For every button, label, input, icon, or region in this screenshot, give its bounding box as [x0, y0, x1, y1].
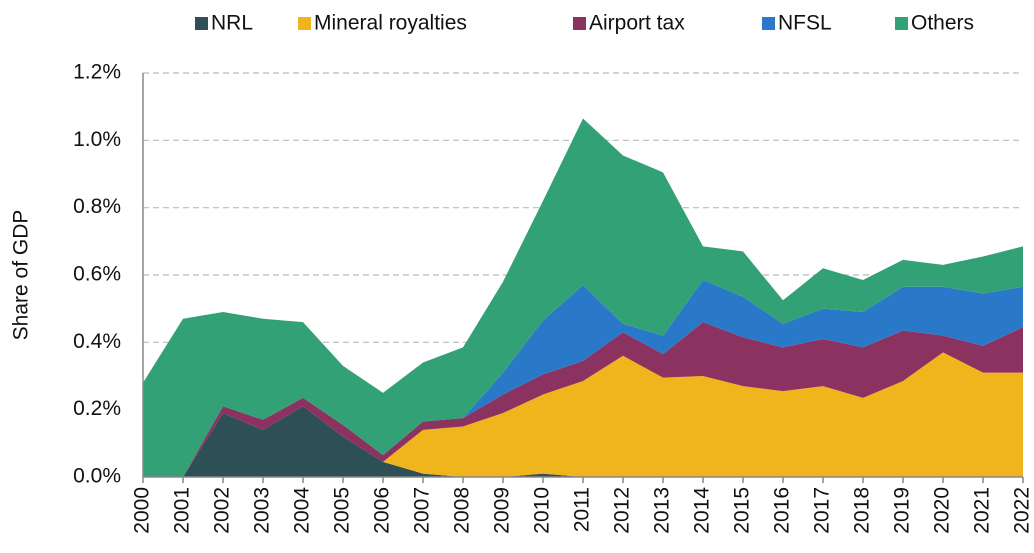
y-tick-label: 0.2% — [73, 397, 121, 420]
legend-label: Airport tax — [589, 12, 685, 35]
x-tick-label: 2005 — [331, 487, 354, 534]
x-tick-label: 2020 — [931, 487, 954, 534]
legend-label: NRL — [211, 12, 253, 35]
y-axis-label: Share of GDP — [10, 210, 33, 341]
x-tick-label: 2009 — [491, 487, 514, 534]
area — [143, 406, 1023, 477]
x-tick-label: 2014 — [691, 487, 714, 534]
x-tick-label: 2007 — [411, 487, 434, 534]
legend-swatch — [195, 17, 208, 30]
legend-label: Mineral royalties — [314, 12, 467, 35]
x-tick-label: 2006 — [371, 487, 394, 534]
y-tick-label: 0.4% — [73, 330, 121, 353]
x-tick-label: 2019 — [891, 487, 914, 534]
x-tick-label: 2018 — [851, 487, 874, 534]
x-tick-label: 2001 — [171, 487, 194, 534]
x-tick-label: 2002 — [211, 487, 234, 534]
x-tick-label: 2008 — [451, 487, 474, 534]
legend-label: Others — [911, 12, 974, 35]
x-tick-label: 2015 — [731, 487, 754, 534]
x-tick-label: 2017 — [811, 487, 834, 534]
x-tick-label: 2003 — [251, 487, 274, 534]
legend-label: NFSL — [778, 12, 832, 35]
legend-swatch — [298, 17, 311, 30]
x-tick-label: 2000 — [131, 487, 154, 534]
area — [143, 352, 1023, 477]
x-tick-label: 2010 — [531, 487, 554, 534]
legend-swatch — [573, 17, 586, 30]
x-tick-label: 2016 — [771, 487, 794, 534]
x-tick-label: 2004 — [291, 487, 314, 534]
x-tick-label: 2012 — [611, 487, 634, 534]
legend-swatch — [895, 17, 908, 30]
y-tick-label: 0.0% — [73, 465, 121, 488]
area — [143, 118, 1023, 477]
y-tick-label: 0.6% — [73, 263, 121, 286]
legend-swatch — [762, 17, 775, 30]
x-tick-label: 2011 — [571, 487, 594, 532]
y-tick-label: 0.8% — [73, 195, 121, 218]
x-tick-label: 2013 — [651, 487, 674, 534]
area — [143, 280, 1023, 477]
x-tick-label: 2021 — [971, 487, 994, 534]
y-tick-label: 1.0% — [73, 128, 121, 151]
x-tick-label: 2022 — [1011, 487, 1034, 534]
area — [143, 322, 1023, 477]
y-tick-label: 1.2% — [73, 61, 121, 84]
